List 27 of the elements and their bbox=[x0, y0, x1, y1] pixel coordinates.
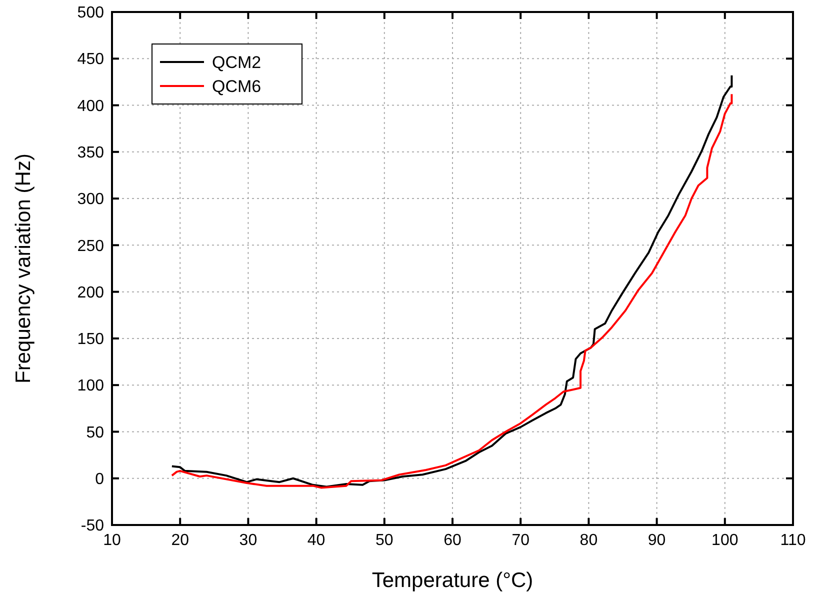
x-tick-label: 60 bbox=[444, 532, 462, 549]
y-tick-label: -50 bbox=[80, 518, 104, 535]
legend-label: QCM6 bbox=[212, 76, 262, 96]
x-tick-label: 50 bbox=[376, 532, 394, 549]
x-tick-label: 40 bbox=[307, 532, 326, 549]
x-tick-label: 70 bbox=[512, 532, 530, 549]
y-tick-label: 350 bbox=[77, 144, 104, 162]
y-tick-label: 200 bbox=[77, 284, 104, 302]
x-tick-label: 100 bbox=[712, 532, 738, 549]
y-tick-label: 100 bbox=[77, 378, 104, 395]
y-tick-label: 50 bbox=[86, 424, 104, 442]
y-tick-label: 0 bbox=[95, 470, 104, 488]
x-axis-title: Temperature (°C) bbox=[372, 569, 534, 592]
x-tick-label: 20 bbox=[171, 532, 190, 549]
y-tick-label: 150 bbox=[77, 331, 104, 348]
x-tick-label: 80 bbox=[580, 532, 598, 549]
y-tick-label: 500 bbox=[77, 4, 104, 22]
x-tick-label: 10 bbox=[103, 532, 121, 549]
y-tick-label: 450 bbox=[77, 51, 104, 68]
x-tick-label: 90 bbox=[648, 532, 666, 549]
y-axis-title: Frequency variation (Hz) bbox=[12, 154, 35, 384]
y-tick-label: 400 bbox=[77, 98, 104, 115]
x-tick-label: 110 bbox=[780, 532, 806, 549]
y-tick-label: 300 bbox=[77, 191, 104, 208]
legend-label: QCM2 bbox=[212, 52, 262, 72]
y-tick-label: 250 bbox=[77, 238, 104, 255]
x-tick-label: 30 bbox=[239, 532, 258, 549]
